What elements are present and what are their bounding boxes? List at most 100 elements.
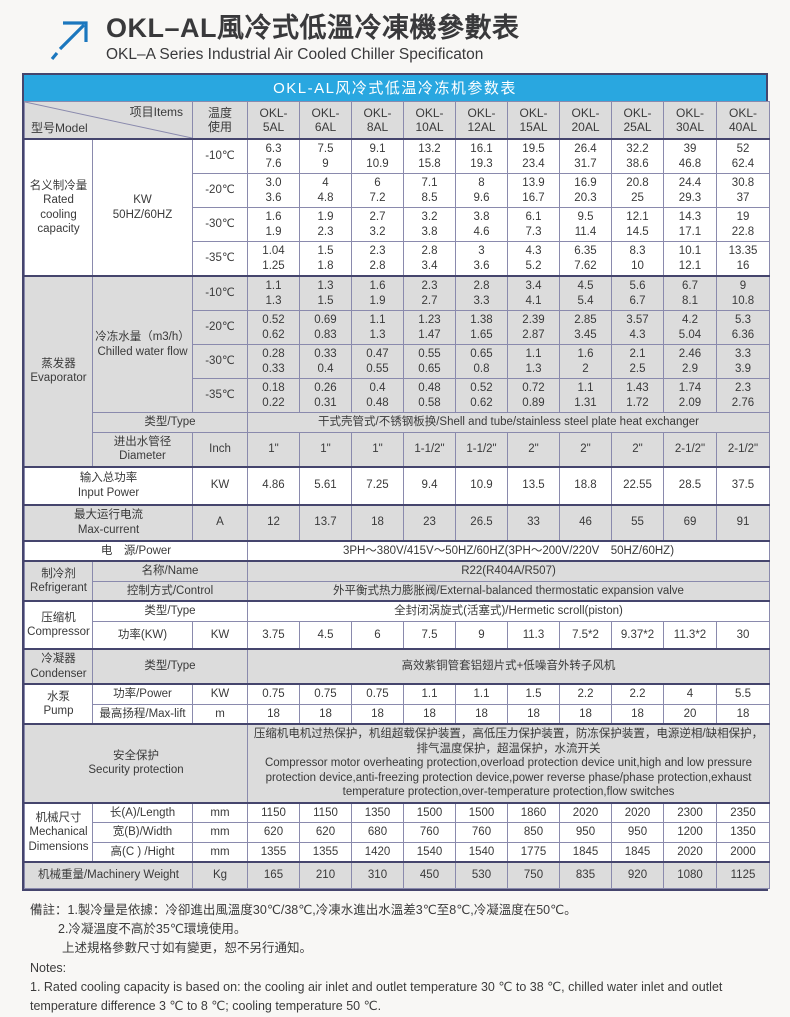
table-cell: 52 62.4	[716, 138, 770, 175]
table-cell: 30.8 37	[716, 173, 770, 209]
table-row: 水泵 Pump 功率/Power KW 0.75 0.75 0.75 1.1 1.1 1.5 2.…	[24, 683, 770, 725]
row-header-condenser-type: 类型/Type	[92, 648, 248, 685]
table-cell: 2.8 3.4	[403, 241, 456, 277]
table-row: 名义制冷量 Rated cooling capacity KW 50HZ/60HZ…	[24, 138, 770, 277]
table-cell: 18	[351, 703, 404, 725]
table-cell: 1350	[716, 822, 770, 843]
row-header-compressor-power: 功率(KW)	[92, 620, 193, 650]
row-header-length: 长(A)/Length	[92, 801, 193, 824]
table-cell: 1150	[299, 801, 352, 824]
table-cell: 6.1 7.3	[507, 207, 560, 243]
table-cell: 18.8	[559, 465, 612, 506]
unit-cell: mm	[192, 801, 248, 824]
table-cell: 19 22.8	[716, 207, 770, 243]
unit-cell: KW	[192, 465, 248, 506]
table-cell: 10.1 12.1	[663, 241, 717, 277]
table-cell: 0.75	[351, 683, 404, 705]
table-row: -20℃ 3.0 3.6 4 4.8 6 7.2 7.1 8.5 8 9.6 13.9 16…	[25, 173, 770, 209]
table-row: -30℃ 1.6 1.9 1.9 2.3 2.7 3.2 3.2 3.8 3.8 4.6 6…	[25, 207, 770, 243]
table-cell: 2350	[716, 801, 770, 824]
table-cell: 1"	[299, 431, 352, 468]
table-cell: 18	[611, 703, 664, 725]
table-cell: 9.37*2	[611, 620, 664, 650]
table-row: 电 源/Power 3PH～380V/415V～50HZ/60HZ(3PH～200…	[24, 539, 770, 562]
table-cell: 2-1/2"	[663, 431, 717, 468]
page-title-zh: OKL–AL風冷式低溫冷凍機參數表	[106, 13, 520, 43]
table-cell: 13.7	[299, 503, 352, 542]
table-cell: 1-1/2"	[403, 431, 456, 468]
table-cell: 1860	[507, 801, 560, 824]
table-cell: 18	[403, 703, 456, 725]
table-cell: 6.7 8.1	[663, 275, 717, 312]
table-cell: 5.61	[299, 465, 352, 506]
table-cell: 1.3 1.5	[299, 275, 352, 312]
table-cell: 2"	[559, 431, 612, 468]
table-cell: 16.9 20.3	[559, 173, 612, 209]
table-cell: 1.1 1.31	[559, 378, 612, 414]
table-cell: 0.47 0.55	[351, 344, 404, 380]
table-cell: 30	[716, 620, 770, 650]
table-cell: 23	[403, 503, 456, 542]
table-cell: 1500	[455, 801, 508, 824]
table-cell: 920	[611, 861, 664, 889]
table-cell: 1350	[351, 801, 404, 824]
unit-cell: m	[192, 703, 248, 725]
table-cell: 950	[611, 822, 664, 843]
table-cell: 1.23 1.47	[403, 310, 456, 346]
table-cell: 2"	[611, 431, 664, 468]
row-header-refrigerant-name: 名称/Name	[92, 560, 248, 582]
table-cell: 2.85 3.45	[559, 310, 612, 346]
table-row: -35℃ 1.04 1.25 1.5 1.8 2.3 2.8 2.8 3.4 3 3.6 4…	[25, 241, 770, 277]
row-header-input-power: 输入总功率 Input Power	[24, 465, 193, 506]
col-header-model: OKL- 6AL	[299, 101, 352, 140]
page-titles: OKL–AL風冷式低溫冷凍機參數表 OKL–A Series Industria…	[106, 13, 520, 64]
table-cell: 7.5	[403, 620, 456, 650]
table-cell: 16.1 19.3	[455, 138, 508, 175]
row-header-condenser: 冷凝器 Condenser	[24, 648, 93, 685]
row-header-mechanical-dimensions: 机械尺寸 Mechanical Dimensions	[24, 801, 93, 863]
unit-cell: KW	[192, 683, 248, 705]
table-cell: 2020	[663, 841, 717, 863]
table-row: 进出水管径 Diameter Inch 1" 1" 1" 1-1/2" 1-1/2" 2" 2"…	[25, 431, 770, 468]
table-cell: 13.9 16.7	[507, 173, 560, 209]
table-cell: 1845	[559, 841, 612, 863]
table-cell: 2.1 2.5	[611, 344, 664, 380]
table-cell: 4 4.8	[299, 173, 352, 209]
table-cell: 2.46 2.9	[663, 344, 717, 380]
table-cell: 1.04 1.25	[247, 241, 300, 277]
note-line: 1. Rated cooling capacity is based on: t…	[30, 980, 723, 1014]
corner-cell: 项目Items 型号Model	[24, 101, 193, 140]
table-cell: 33	[507, 503, 560, 542]
row-header-max-current: 最大运行电流 Max-current	[24, 503, 193, 542]
page-title-en: OKL–A Series Industrial Air Cooled Chill…	[106, 46, 484, 64]
table-cell: 1.9 2.3	[299, 207, 352, 243]
col-header-model: OKL- 15AL	[507, 101, 560, 140]
table-cell: 835	[559, 861, 612, 889]
corner-diagonal-line	[25, 102, 192, 138]
table-cell: 3.3 3.9	[716, 344, 770, 380]
table-cell: 46	[559, 503, 612, 542]
table-cell: 69	[663, 503, 717, 542]
table-cell: 18	[716, 703, 770, 725]
table-cell: 0.33 0.4	[299, 344, 352, 380]
table-row: 高(C ) /Hight mm 1355 1355 1420 1540 1540 1775 18…	[25, 841, 770, 863]
table-cell: 3.4 4.1	[507, 275, 560, 312]
table-cell: 3.75	[247, 620, 300, 650]
table-cell: 7.5 9	[299, 138, 352, 175]
row-header-evaporator-type: 类型/Type	[92, 412, 248, 433]
table-cell: 760	[455, 822, 508, 843]
table-cell: 1.6 1.9	[351, 275, 404, 312]
table-cell: 2300	[663, 801, 717, 824]
table-cell: 1"	[351, 431, 404, 468]
col-header-model: OKL- 12AL	[455, 101, 508, 140]
table-cell: 0.69 0.83	[299, 310, 352, 346]
table-cell: 1.43 1.72	[611, 378, 664, 414]
table-cell: 13.2 15.8	[403, 138, 456, 175]
row-header-pump: 水泵 Pump	[24, 683, 93, 725]
table-cell: 4.3 5.2	[507, 241, 560, 277]
temp-cell: -10℃	[192, 275, 248, 312]
arrow-up-right-icon	[50, 17, 96, 63]
table-cell: 1500	[403, 801, 456, 824]
table-cell: 1150	[247, 801, 300, 824]
table-cell: 1-1/2"	[455, 431, 508, 468]
